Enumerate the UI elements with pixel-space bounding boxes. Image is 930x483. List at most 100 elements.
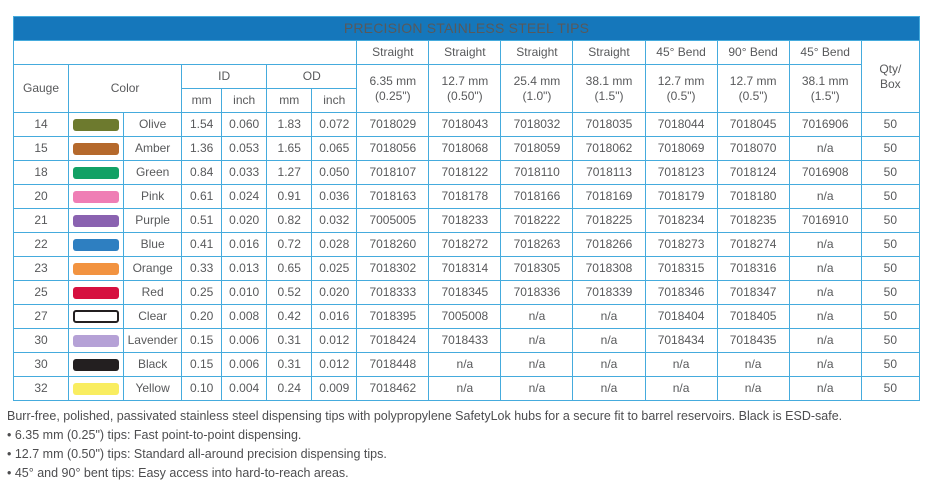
part-number-cell: n/a <box>644 376 718 401</box>
part-number-cell: 7018044 <box>644 112 718 137</box>
color-swatch-cell <box>68 352 125 377</box>
color-swatch-cell <box>68 328 125 353</box>
id-mm-cell: 0.33 <box>181 256 223 281</box>
part-number-cell: 7018110 <box>500 160 574 185</box>
od-mm-cell: 0.72 <box>266 232 313 257</box>
id-mm-cell: 0.61 <box>181 184 223 209</box>
od-mm-cell: 0.31 <box>266 328 313 353</box>
tip-type-header: 90° Bend <box>716 40 790 65</box>
gauge-cell: 20 <box>12 184 70 209</box>
part-number-cell: n/a <box>572 304 646 329</box>
part-number-cell: 7018107 <box>356 160 430 185</box>
part-number-cell: n/a <box>788 304 862 329</box>
tip-size-header: 38.1 mm (1.5") <box>788 64 862 113</box>
qty-box-header: Qty/ Box <box>860 40 921 113</box>
color-name-cell: Amber <box>123 136 183 161</box>
part-number-cell: 7018333 <box>356 280 430 305</box>
color-swatch <box>73 214 120 227</box>
part-number-cell: 7018069 <box>644 136 718 161</box>
color-swatch <box>73 358 120 371</box>
tip-type-header: 45° Bend <box>644 40 718 65</box>
part-number-cell: 7018263 <box>500 232 574 257</box>
color-swatch-cell <box>68 304 125 329</box>
size-row: Gauge Color ID OD 6.35 mm (0.25") 12.7 mm… <box>12 64 920 113</box>
gauge-cell: 14 <box>12 112 70 137</box>
od-header: OD <box>266 64 358 89</box>
part-number-cell: 7018122 <box>428 160 502 185</box>
color-swatch-cell <box>68 112 125 137</box>
color-swatch-cell <box>68 136 125 161</box>
id-mm-cell: 0.51 <box>181 208 223 233</box>
table-row: 23 Orange 0.33 0.013 0.65 0.025 7018302 7018314… <box>12 256 921 281</box>
part-number-cell: 7018435 <box>716 328 790 353</box>
gauge-cell: 30 <box>12 352 70 377</box>
id-inch-cell: 0.010 <box>221 280 268 305</box>
part-number-cell: 7018043 <box>428 112 502 137</box>
part-number-cell: 7018032 <box>500 112 574 137</box>
tip-type-header: Straight <box>572 40 646 65</box>
part-number-cell: 7018345 <box>428 280 502 305</box>
part-number-cell: 7018169 <box>572 184 646 209</box>
part-number-cell: 7018178 <box>428 184 502 209</box>
part-number-cell: 7018029 <box>356 112 430 137</box>
od-mm-cell: 0.82 <box>266 208 313 233</box>
table-row: 14 Olive 1.54 0.060 1.83 0.072 7018029 7018043 7… <box>12 112 921 137</box>
gauge-cell: 32 <box>12 376 70 401</box>
id-inch-cell: 0.006 <box>221 328 268 353</box>
id-header: ID <box>181 64 268 89</box>
id-mm-cell: 1.36 <box>181 136 223 161</box>
part-number-cell: 7005005 <box>356 208 430 233</box>
tip-size-header: 38.1 mm (1.5") <box>572 64 646 113</box>
part-number-cell: 7018222 <box>500 208 574 233</box>
color-name-cell: Olive <box>123 112 183 137</box>
part-number-cell: 7016906 <box>788 112 862 137</box>
part-number-cell: n/a <box>716 352 790 377</box>
part-number-cell: n/a <box>572 376 646 401</box>
od-inch-cell: 0.016 <box>311 304 358 329</box>
part-number-cell: 7018062 <box>572 136 646 161</box>
id-mm-cell: 0.15 <box>181 352 223 377</box>
tip-type-row: Straight Straight Straight Straight 45° Bend… <box>12 40 921 113</box>
color-swatch <box>73 238 120 251</box>
od-inch-cell: 0.032 <box>311 208 358 233</box>
part-number-cell: 7018233 <box>428 208 502 233</box>
part-number-cell: n/a <box>788 184 862 209</box>
part-number-cell: n/a <box>500 352 574 377</box>
gauge-cell: 18 <box>12 160 70 185</box>
color-swatch <box>73 166 120 179</box>
color-swatch-cell <box>68 376 125 401</box>
precision-tips-table: PRECISION STAINLESS STEEL TIPS Straight S… <box>12 16 921 401</box>
table-row: 15 Amber 1.36 0.053 1.65 0.065 7018056 7018068 7… <box>12 136 921 161</box>
qty-cell: 50 <box>860 112 921 137</box>
part-number-cell: 7018059 <box>500 136 574 161</box>
color-swatch <box>73 262 120 275</box>
part-number-cell: 7018434 <box>644 328 718 353</box>
table-row: 22 Blue 0.41 0.016 0.72 0.028 7018260 7018272 70… <box>12 232 921 257</box>
gauge-cell: 30 <box>12 328 70 353</box>
color-header: Color <box>68 64 183 113</box>
id-inch-cell: 0.020 <box>221 208 268 233</box>
footer-bullet: • 12.7 mm (0.50") tips: Standard all-aro… <box>7 447 387 462</box>
tip-type-header: Straight <box>356 40 430 65</box>
table-title: PRECISION STAINLESS STEEL TIPS <box>13 16 920 41</box>
part-number-cell: n/a <box>788 136 862 161</box>
color-swatch <box>73 334 120 347</box>
od-inch-cell: 0.072 <box>311 112 358 137</box>
part-number-cell: 7018274 <box>716 232 790 257</box>
id-mm-header: mm <box>181 88 223 113</box>
part-number-cell: 7018339 <box>572 280 646 305</box>
part-number-cell: 7018225 <box>572 208 646 233</box>
part-number-cell: 7018316 <box>716 256 790 281</box>
color-name-cell: Lavender <box>123 328 183 353</box>
tip-type-header: Straight <box>428 40 502 65</box>
part-number-cell: n/a <box>788 280 862 305</box>
od-inch-cell: 0.020 <box>311 280 358 305</box>
part-number-cell: n/a <box>788 376 862 401</box>
od-mm-cell: 0.42 <box>266 304 313 329</box>
part-number-cell: 7018405 <box>716 304 790 329</box>
part-number-cell: n/a <box>716 376 790 401</box>
color-name-cell: Orange <box>123 256 183 281</box>
part-number-cell: n/a <box>572 328 646 353</box>
qty-cell: 50 <box>860 304 921 329</box>
part-number-cell: 7018315 <box>644 256 718 281</box>
